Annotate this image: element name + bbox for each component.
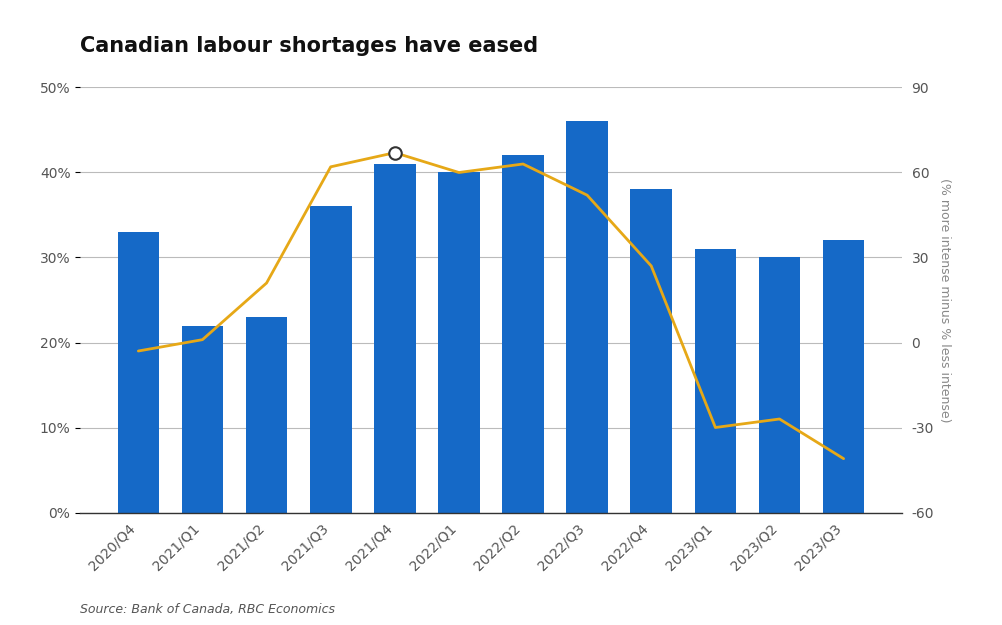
Bar [438,173,480,512]
Bar [502,156,544,512]
Bar [374,164,416,512]
Bar [566,121,608,512]
Bar [117,232,159,512]
Bar [181,326,223,512]
Bar [245,317,288,512]
Bar [823,241,865,512]
Y-axis label: (% more intense minus % less intense): (% more intense minus % less intense) [938,177,951,422]
Bar [759,258,801,512]
Bar [630,189,672,512]
Text: Source: Bank of Canada, RBC Economics: Source: Bank of Canada, RBC Economics [80,602,335,616]
Text: Canadian labour shortages have eased: Canadian labour shortages have eased [80,36,538,56]
Bar [310,206,352,512]
Bar [694,249,736,512]
